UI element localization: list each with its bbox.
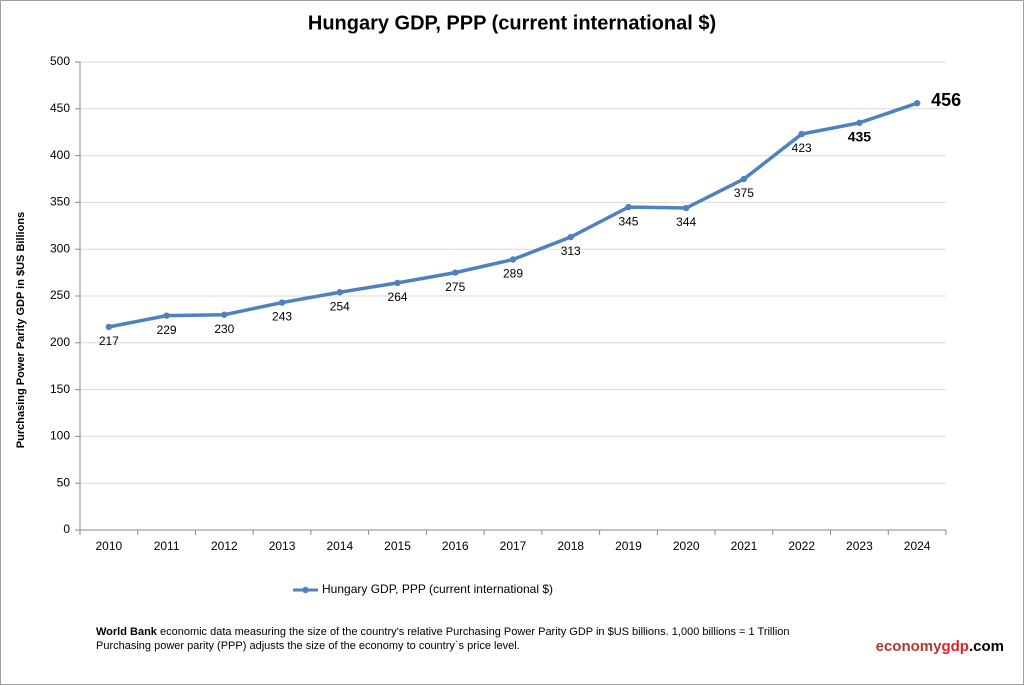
- brand-part: gdp: [941, 638, 969, 655]
- x-tick-label: 2011: [154, 539, 180, 553]
- y-tick-label: 400: [50, 148, 70, 162]
- x-tick-label: 2016: [442, 539, 469, 553]
- chart-title: Hungary GDP, PPP (current international …: [308, 12, 716, 34]
- data-label: 254: [330, 299, 350, 313]
- point: [740, 175, 748, 183]
- data-label: 289: [503, 267, 523, 281]
- y-tick-label: 350: [50, 195, 70, 209]
- point: [278, 299, 286, 306]
- legend-marker: [302, 586, 309, 594]
- point: [567, 233, 574, 241]
- data-label: 345: [618, 214, 638, 228]
- x-tick-label: 2010: [96, 539, 123, 553]
- data-label: 344: [676, 215, 696, 229]
- data-label: 275: [445, 280, 465, 294]
- x-tick-label: 2023: [846, 539, 873, 553]
- point: [105, 323, 113, 331]
- footnote-bold: World Bank: [96, 626, 158, 638]
- brand-part: .com: [969, 638, 1004, 655]
- x-tick-label: 2018: [557, 539, 584, 553]
- point: [452, 269, 459, 276]
- data-label: 423: [792, 141, 812, 155]
- point: [913, 99, 921, 107]
- x-tick-label: 2021: [731, 539, 758, 553]
- x-tick-label: 2017: [500, 539, 527, 553]
- y-tick-label: 150: [50, 382, 70, 396]
- y-tick-label: 500: [50, 54, 70, 68]
- y-tick-label: 300: [50, 241, 70, 255]
- x-tick-label: 2020: [673, 539, 700, 553]
- data-label: 229: [157, 323, 177, 337]
- point: [163, 312, 170, 319]
- point: [856, 119, 863, 127]
- legend-label: Hungary GDP, PPP (current international …: [322, 582, 553, 596]
- point: [509, 256, 517, 263]
- data-label: 230: [214, 322, 234, 336]
- point: [625, 203, 632, 211]
- x-tick-label: 2019: [615, 539, 642, 553]
- x-tick-label: 2014: [326, 539, 353, 553]
- brand-part: economy: [876, 638, 943, 655]
- x-tick-label: 2012: [211, 539, 238, 553]
- y-axis-label: Purchasing Power Parity GDP in $US Billi…: [15, 212, 27, 448]
- data-label: 435: [848, 129, 872, 145]
- point: [683, 204, 690, 212]
- x-tick-label: 2024: [904, 539, 931, 553]
- y-tick-label: 200: [50, 335, 70, 349]
- point: [394, 279, 401, 287]
- footnote-line: Purchasing power parity (PPP) adjusts th…: [96, 640, 520, 652]
- point: [221, 311, 228, 318]
- y-tick-label: 50: [57, 475, 71, 489]
- point: [798, 130, 805, 138]
- brand: economygdp.com: [876, 638, 1004, 655]
- x-tick-label: 2022: [788, 539, 815, 553]
- y-tick-label: 450: [50, 101, 70, 115]
- x-tick-label: 2013: [269, 539, 296, 553]
- data-label: 456: [931, 90, 961, 110]
- data-label: 375: [734, 186, 754, 200]
- footnote: World Bank economic data measuring the s…: [96, 626, 790, 638]
- data-label: 217: [99, 334, 119, 348]
- data-label: 264: [388, 290, 408, 304]
- footnote-text: economic data measuring the size of the …: [157, 626, 790, 638]
- point: [336, 289, 343, 296]
- y-tick-label: 100: [50, 429, 70, 443]
- y-tick-label: 0: [63, 522, 70, 536]
- x-tick-label: 2015: [384, 539, 411, 553]
- data-label: 243: [272, 310, 292, 324]
- data-label: 313: [561, 244, 581, 258]
- y-tick-label: 250: [50, 288, 70, 302]
